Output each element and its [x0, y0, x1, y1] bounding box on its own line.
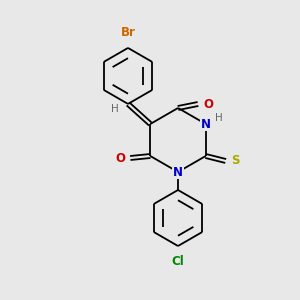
Text: O: O — [203, 98, 213, 110]
Text: O: O — [115, 152, 125, 164]
Text: N: N — [173, 166, 183, 178]
Text: H: H — [111, 104, 119, 114]
Text: S: S — [231, 154, 239, 167]
Text: Cl: Cl — [172, 255, 184, 268]
Text: H: H — [215, 113, 223, 123]
Text: Br: Br — [121, 26, 135, 39]
Text: N: N — [201, 118, 211, 130]
